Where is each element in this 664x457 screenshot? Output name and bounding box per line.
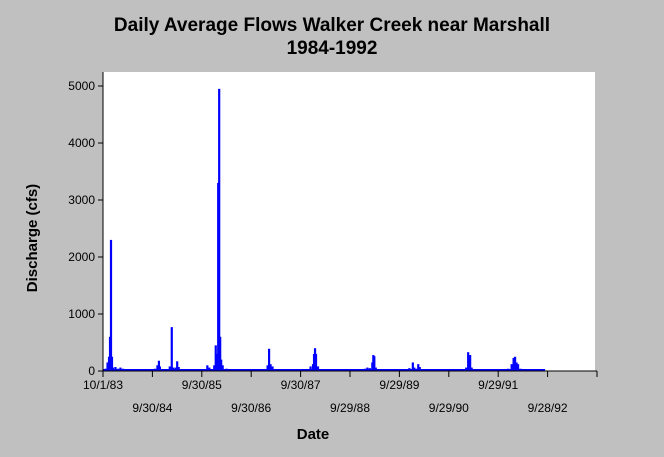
chart-title-line2: 1984-1992 (286, 38, 378, 59)
flow-bar (106, 362, 109, 371)
flow-bar (213, 365, 216, 371)
flow-bar (374, 367, 377, 371)
flow-bar (157, 360, 161, 371)
flow-bar (507, 368, 510, 371)
flow-bar (470, 367, 473, 371)
y-axis-ticks: 0 1000 2000 3000 4000 5000 (68, 79, 103, 378)
flow-bar (368, 368, 371, 371)
flow-bar (411, 362, 414, 371)
flow-bar (206, 365, 209, 371)
flow-bar (418, 367, 421, 371)
flow-bar (218, 88, 221, 371)
flow-bar (168, 366, 171, 371)
flow-bar (116, 368, 120, 371)
flow-bar (361, 369, 364, 371)
y-tick-label: 4000 (68, 136, 95, 150)
flow-bar (423, 369, 426, 371)
flow-bar (515, 362, 518, 371)
y-tick-label: 5000 (68, 79, 95, 93)
chart-title-line1: Daily Average Flows Walker Creek near Ma… (113, 15, 551, 36)
flow-bar (513, 356, 517, 371)
flow-bar (214, 345, 217, 371)
flow-bar (460, 369, 463, 371)
y-axis-label: Discharge (cfs) (24, 184, 41, 292)
x-tick-label: 9/29/91 (478, 378, 518, 392)
flow-bar (408, 368, 411, 371)
chart-title: Daily Average Flows Walker Creek near Ma… (0, 14, 664, 60)
x-tick-label: 9/30/85 (182, 378, 222, 392)
flow-bar (413, 367, 416, 371)
x-tick-label: 9/29/88 (330, 401, 370, 415)
flow-bar (177, 367, 180, 371)
flow-bar (153, 368, 157, 371)
flow-bar (262, 369, 265, 371)
flow-bar (474, 369, 478, 371)
x-tick-label: 9/29/90 (429, 401, 469, 415)
flow-bar (271, 366, 274, 371)
flow-bar (161, 369, 164, 371)
flow-bar (104, 368, 107, 371)
y-tick-label: 0 (88, 364, 95, 378)
flow-bar (309, 366, 312, 371)
flow-series (102, 88, 547, 371)
flow-bar (465, 367, 468, 371)
flow-bar (400, 369, 404, 371)
flow-bar (363, 368, 367, 371)
flow-bar (225, 368, 228, 371)
x-tick-label: 10/1/83 (83, 378, 123, 392)
plot-area (103, 72, 595, 371)
x-tick-label: 9/29/89 (379, 378, 419, 392)
flow-bar (208, 367, 211, 371)
flow-bar (469, 355, 472, 371)
baseflow-band (103, 369, 546, 371)
flow-bar (170, 327, 173, 371)
flow-bar (172, 367, 175, 371)
flow-bar (156, 365, 159, 371)
flow-bar (267, 348, 271, 371)
flow-bar (274, 369, 278, 371)
flow-bar (316, 366, 320, 371)
x-tick-label: 9/28/92 (528, 401, 568, 415)
x-tick-label: 9/30/87 (281, 378, 321, 392)
flow-bar (111, 367, 115, 371)
flow-bar (121, 368, 124, 371)
y-tick-label: 1000 (68, 307, 95, 321)
flow-bar (269, 364, 272, 371)
flow-bar (373, 356, 376, 371)
y-tick-label: 2000 (68, 250, 95, 264)
x-axis-label: Date (297, 426, 330, 443)
flow-bar (220, 359, 223, 371)
flow-bar (415, 368, 418, 371)
flow-bar (203, 369, 206, 371)
flow-bar (519, 368, 522, 371)
flow-bar (430, 369, 433, 371)
flow-bar (516, 364, 520, 371)
flow-bar (176, 361, 179, 371)
flow-bar (314, 353, 318, 371)
x-axis-ticks: 10/1/83 9/30/85 9/30/87 9/29/89 9/29/91 9/30/… (83, 371, 598, 415)
flow-bar (114, 367, 117, 371)
flow-bar (166, 369, 169, 371)
flow-bar (221, 365, 224, 371)
flow-bar (417, 364, 420, 371)
flow-bar (109, 239, 113, 371)
flow-bar (119, 367, 122, 371)
y-tick-label: 3000 (68, 193, 95, 207)
flow-bar (181, 369, 184, 371)
flow-bar (378, 369, 381, 371)
flow-bar (174, 367, 177, 371)
flow-bar (366, 367, 369, 371)
flow-bar (266, 365, 269, 371)
flow-bar (158, 366, 162, 371)
flow-bar (110, 356, 114, 371)
flow-bar (219, 336, 222, 371)
flow-bar (510, 364, 513, 371)
flow-bar (512, 357, 515, 371)
x-tick-label: 9/30/86 (231, 401, 271, 415)
flow-bar (321, 369, 325, 371)
flow-bar (124, 369, 127, 371)
x-tick-label: 9/30/84 (132, 401, 172, 415)
